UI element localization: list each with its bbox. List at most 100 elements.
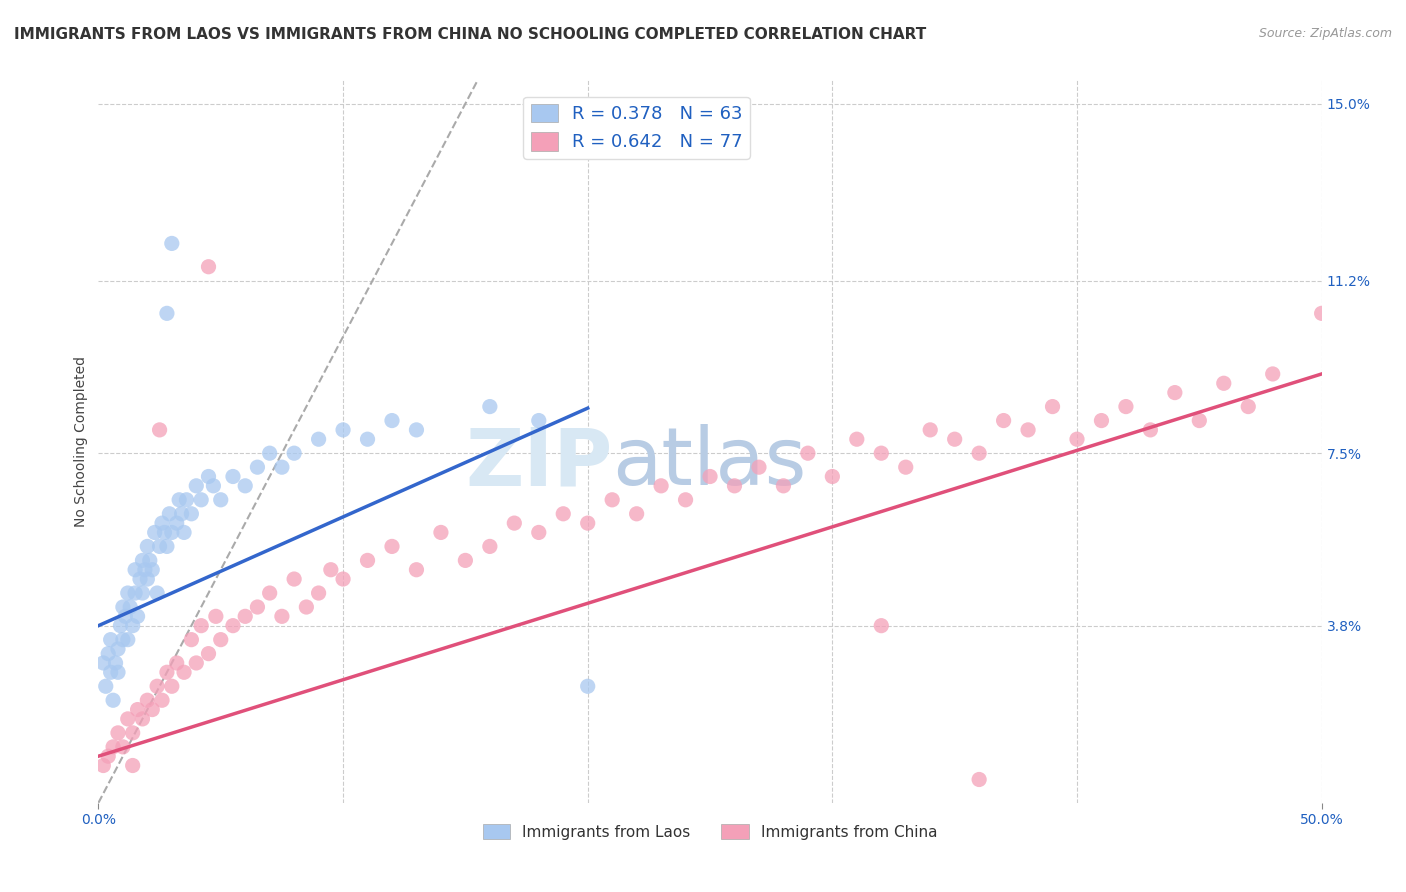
Point	[1066, 432, 1088, 446]
Point	[114, 609, 136, 624]
Point	[202, 479, 225, 493]
Point	[748, 460, 770, 475]
Point	[332, 572, 354, 586]
Point	[197, 647, 219, 661]
Point	[129, 572, 152, 586]
Point	[527, 413, 550, 427]
Point	[319, 563, 342, 577]
Point	[190, 618, 212, 632]
Point	[121, 726, 143, 740]
Point	[454, 553, 477, 567]
Point	[131, 712, 153, 726]
Point	[576, 516, 599, 530]
Point	[100, 632, 122, 647]
Point	[104, 656, 127, 670]
Point	[149, 540, 172, 554]
Point	[381, 413, 404, 427]
Text: ZIP: ZIP	[465, 425, 612, 502]
Point	[222, 469, 245, 483]
Point	[101, 693, 124, 707]
Point	[160, 525, 183, 540]
Point	[246, 460, 269, 475]
Point	[167, 492, 190, 507]
Point	[170, 507, 193, 521]
Point	[1139, 423, 1161, 437]
Point	[117, 632, 139, 647]
Point	[157, 507, 180, 521]
Point	[503, 516, 526, 530]
Point	[127, 609, 149, 624]
Point	[124, 563, 146, 577]
Point	[699, 469, 721, 483]
Point	[91, 758, 114, 772]
Point	[156, 665, 179, 680]
Point	[1188, 413, 1211, 427]
Point	[821, 469, 844, 483]
Point	[166, 656, 188, 670]
Y-axis label: No Schooling Completed: No Schooling Completed	[75, 356, 89, 527]
Point	[141, 563, 163, 577]
Point	[233, 479, 256, 493]
Point	[356, 553, 378, 567]
Point	[1090, 413, 1112, 427]
Point	[117, 586, 139, 600]
Point	[332, 423, 354, 437]
Text: atlas: atlas	[612, 425, 807, 502]
Point	[1237, 400, 1260, 414]
Point	[117, 712, 139, 726]
Point	[146, 679, 169, 693]
Point	[295, 600, 318, 615]
Point	[797, 446, 820, 460]
Point	[101, 739, 124, 754]
Point	[967, 772, 990, 787]
Point	[136, 693, 159, 707]
Point	[1042, 400, 1064, 414]
Point	[723, 479, 745, 493]
Point	[173, 525, 195, 540]
Point	[870, 618, 893, 632]
Point	[173, 665, 195, 680]
Point	[430, 525, 453, 540]
Point	[190, 492, 212, 507]
Point	[576, 679, 599, 693]
Point	[166, 516, 188, 530]
Point	[197, 469, 219, 483]
Point	[97, 647, 120, 661]
Point	[127, 702, 149, 716]
Point	[107, 665, 129, 680]
Point	[143, 525, 166, 540]
Point	[993, 413, 1015, 427]
Point	[772, 479, 794, 493]
Point	[186, 656, 208, 670]
Point	[1017, 423, 1039, 437]
Point	[967, 446, 990, 460]
Point	[270, 609, 294, 624]
Point	[600, 492, 623, 507]
Point	[1261, 367, 1284, 381]
Point	[160, 236, 183, 251]
Point	[1164, 385, 1187, 400]
Point	[283, 572, 305, 586]
Point	[197, 260, 219, 274]
Point	[110, 618, 132, 632]
Point	[894, 460, 917, 475]
Point	[478, 540, 501, 554]
Point	[626, 507, 648, 521]
Point	[149, 423, 172, 437]
Point	[943, 432, 966, 446]
Point	[120, 600, 142, 615]
Point	[283, 446, 305, 460]
Text: IMMIGRANTS FROM LAOS VS IMMIGRANTS FROM CHINA NO SCHOOLING COMPLETED CORRELATION: IMMIGRANTS FROM LAOS VS IMMIGRANTS FROM …	[14, 27, 927, 42]
Point	[156, 306, 179, 320]
Point	[121, 618, 143, 632]
Point	[111, 739, 134, 754]
Point	[356, 432, 378, 446]
Point	[180, 507, 202, 521]
Point	[233, 609, 256, 624]
Point	[527, 525, 550, 540]
Point	[156, 540, 179, 554]
Point	[222, 618, 245, 632]
Point	[209, 632, 232, 647]
Point	[121, 758, 143, 772]
Point	[270, 460, 294, 475]
